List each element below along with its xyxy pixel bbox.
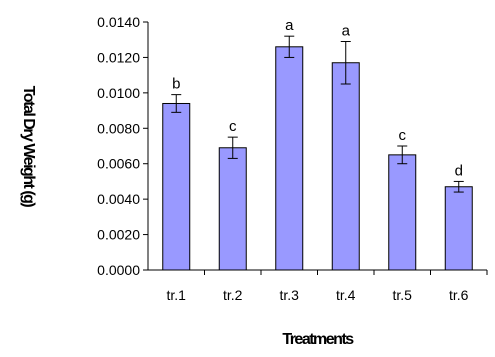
significance-label: c — [229, 118, 237, 135]
y-tick-label: 0.0120 — [97, 49, 140, 65]
significance-label: a — [342, 22, 351, 39]
bar — [218, 147, 247, 271]
x-tick-label: tr.6 — [449, 287, 469, 303]
y-tick-label: 0.0020 — [97, 227, 140, 243]
y-axis-ticks: 0.0000 0.0020 0.0040 0.0060 0.0080 0.0100 0.01… — [97, 14, 148, 278]
bar — [162, 102, 191, 271]
y-tick-label: 0.0040 — [97, 191, 140, 207]
significance-labels: b c a a c d — [172, 17, 463, 179]
y-tick-label: 0.0060 — [97, 156, 140, 172]
significance-label: b — [172, 76, 180, 93]
significance-label: a — [285, 17, 294, 34]
bar — [331, 62, 360, 271]
x-tick-label: tr.1 — [167, 287, 187, 303]
bar — [388, 154, 417, 271]
x-tick-label: tr.5 — [393, 287, 413, 303]
y-tick-label: 0.0100 — [97, 85, 140, 101]
y-axis-title: Total Dry Weight (g) — [20, 86, 37, 208]
significance-label: c — [399, 127, 407, 144]
x-tick-label: tr.3 — [280, 287, 300, 303]
y-tick-label: 0.0140 — [97, 14, 140, 30]
x-axis-ticks: tr.1 tr.2 tr.3 tr.4 tr.5 tr.6 — [167, 270, 488, 303]
bar — [275, 46, 304, 271]
x-axis-title: Treatments — [282, 331, 354, 348]
x-tick-label: tr.4 — [336, 287, 356, 303]
bars — [162, 46, 473, 271]
bar — [444, 186, 473, 271]
y-tick-label: 0.0000 — [97, 262, 140, 278]
error-bars — [171, 35, 464, 193]
x-tick-label: tr.2 — [223, 287, 243, 303]
significance-label: d — [455, 162, 463, 179]
y-tick-label: 0.0080 — [97, 120, 140, 136]
